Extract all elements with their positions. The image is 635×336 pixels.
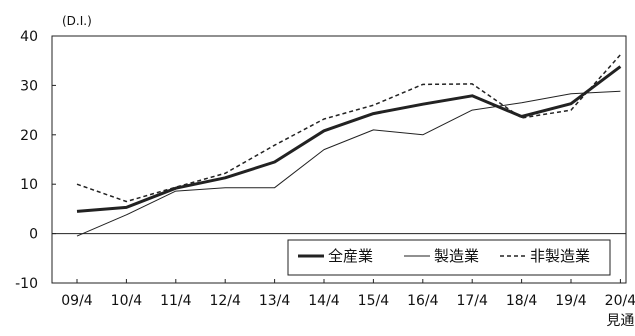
x-tick-label: 20/4 xyxy=(605,293,635,309)
x-tick-label: 10/4 xyxy=(111,293,143,309)
series-line-1 xyxy=(76,65,622,213)
series-lines xyxy=(76,54,622,237)
x-tick-label: 18/4 xyxy=(506,293,538,309)
series-line-2 xyxy=(76,90,621,237)
legend-label-2: 製造業 xyxy=(434,247,479,265)
x-tick-label: 16/4 xyxy=(407,293,439,309)
x-tick-label: 11/4 xyxy=(160,293,192,309)
legend: 全産業 製造業 非製造業 xyxy=(287,239,611,276)
legend-label-3: 非製造業 xyxy=(530,247,590,265)
x-tick-label: 12/4 xyxy=(209,293,241,309)
y-tick-label: 30 xyxy=(20,78,38,94)
x-axis: 09/4 10/4 11/4 12/4 13/4 14/4 15/4 16/4 17/4 18/4… xyxy=(61,279,635,329)
x-tick-label: 19/4 xyxy=(555,293,587,309)
y-tick-label: 40 xyxy=(20,29,38,45)
x-tick-note: 見通 xyxy=(606,313,634,329)
y-unit-label: (D.I.) xyxy=(62,14,92,28)
y-tick-label: 10 xyxy=(20,177,38,193)
plot-frame xyxy=(51,35,627,284)
y-tick-label: 20 xyxy=(20,128,38,144)
x-tick-label: 09/4 xyxy=(61,293,93,309)
y-tick-label: -10 xyxy=(15,276,38,292)
x-tick-label: 15/4 xyxy=(358,293,390,309)
x-tick-label: 14/4 xyxy=(308,293,340,309)
y-axis: -10 0 10 20 30 40 xyxy=(15,29,626,292)
legend-box xyxy=(287,239,611,276)
x-tick-label: 13/4 xyxy=(259,293,291,309)
legend-items: 全産業 製造業 非製造業 xyxy=(298,247,590,265)
series-line-3 xyxy=(76,54,621,203)
x-tick-label: 17/4 xyxy=(456,293,488,309)
legend-label-1: 全産業 xyxy=(328,247,373,265)
y-tick-label: 0 xyxy=(29,227,38,243)
